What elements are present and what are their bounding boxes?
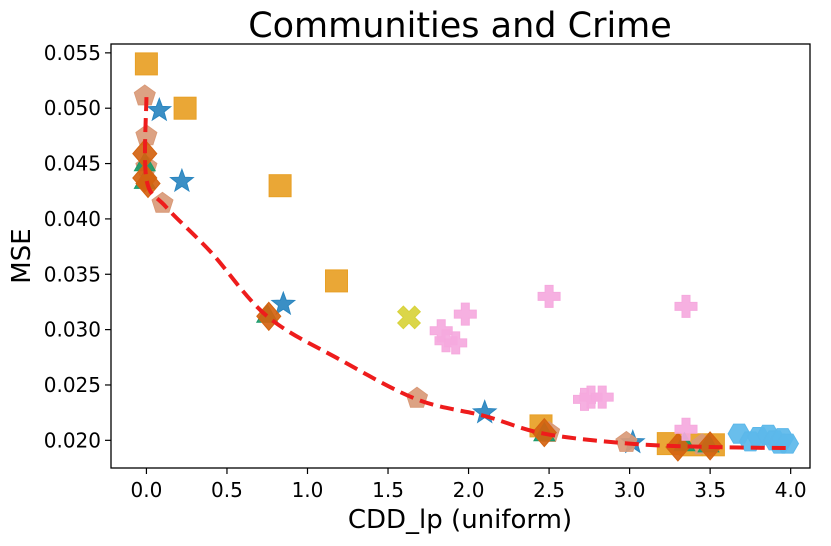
marks-layer: [132, 52, 800, 462]
square-point-2: [268, 174, 292, 198]
x-point-0: [396, 305, 422, 330]
y-tick-label: 0.045: [44, 152, 101, 176]
square-point-3: [325, 269, 348, 293]
plus-point-3: [453, 302, 477, 326]
y-axis-label: MSE: [7, 228, 37, 283]
x-tick-label: 2.5: [533, 478, 565, 502]
x-tick-label: 4.0: [775, 478, 807, 502]
x-axis: 0.0 0.5 1.0 1.5 2.0 2.5 3.0 3.5 4.0: [131, 468, 807, 502]
plot-frame: [110, 43, 811, 469]
star-point-1: [169, 167, 195, 193]
star-point-0: [146, 96, 173, 122]
x-tick-label: 0.5: [211, 478, 243, 502]
chart-title: Communities and Crime: [248, 6, 672, 46]
frontier-line: [142, 97, 791, 451]
square-point-1: [173, 96, 197, 120]
plus-point-2: [444, 331, 468, 355]
x-tick-label: 1.0: [292, 478, 324, 502]
plus-point-5: [674, 294, 698, 318]
plus-point-9: [674, 417, 698, 441]
plus-point-8: [590, 385, 614, 409]
y-tick-label: 0.020: [44, 428, 101, 452]
hexagon-point-7: [775, 433, 800, 454]
x-tick-label: 0.0: [131, 478, 163, 502]
x-tick-label: 1.5: [372, 478, 404, 502]
star-point-2: [270, 290, 297, 316]
square-point-0: [134, 52, 158, 76]
y-axis: 0.020 0.025 0.030 0.035 0.040 0.045 0.050 0.055: [44, 41, 111, 452]
y-tick-label: 0.035: [44, 262, 101, 286]
y-tick-label: 0.050: [44, 96, 101, 120]
y-tick-label: 0.055: [44, 41, 101, 65]
frontier-layer: [142, 97, 791, 451]
x-tick-label: 2.0: [453, 478, 485, 502]
y-tick-label: 0.040: [44, 207, 101, 231]
x-tick-label: 3.0: [614, 478, 646, 502]
y-tick-label: 0.030: [44, 318, 101, 342]
plus-point-4: [537, 284, 561, 308]
x-tick-label: 3.5: [694, 478, 726, 502]
x-axis-label: CDD_lp (uniform): [348, 505, 572, 535]
y-tick-label: 0.025: [44, 373, 101, 397]
